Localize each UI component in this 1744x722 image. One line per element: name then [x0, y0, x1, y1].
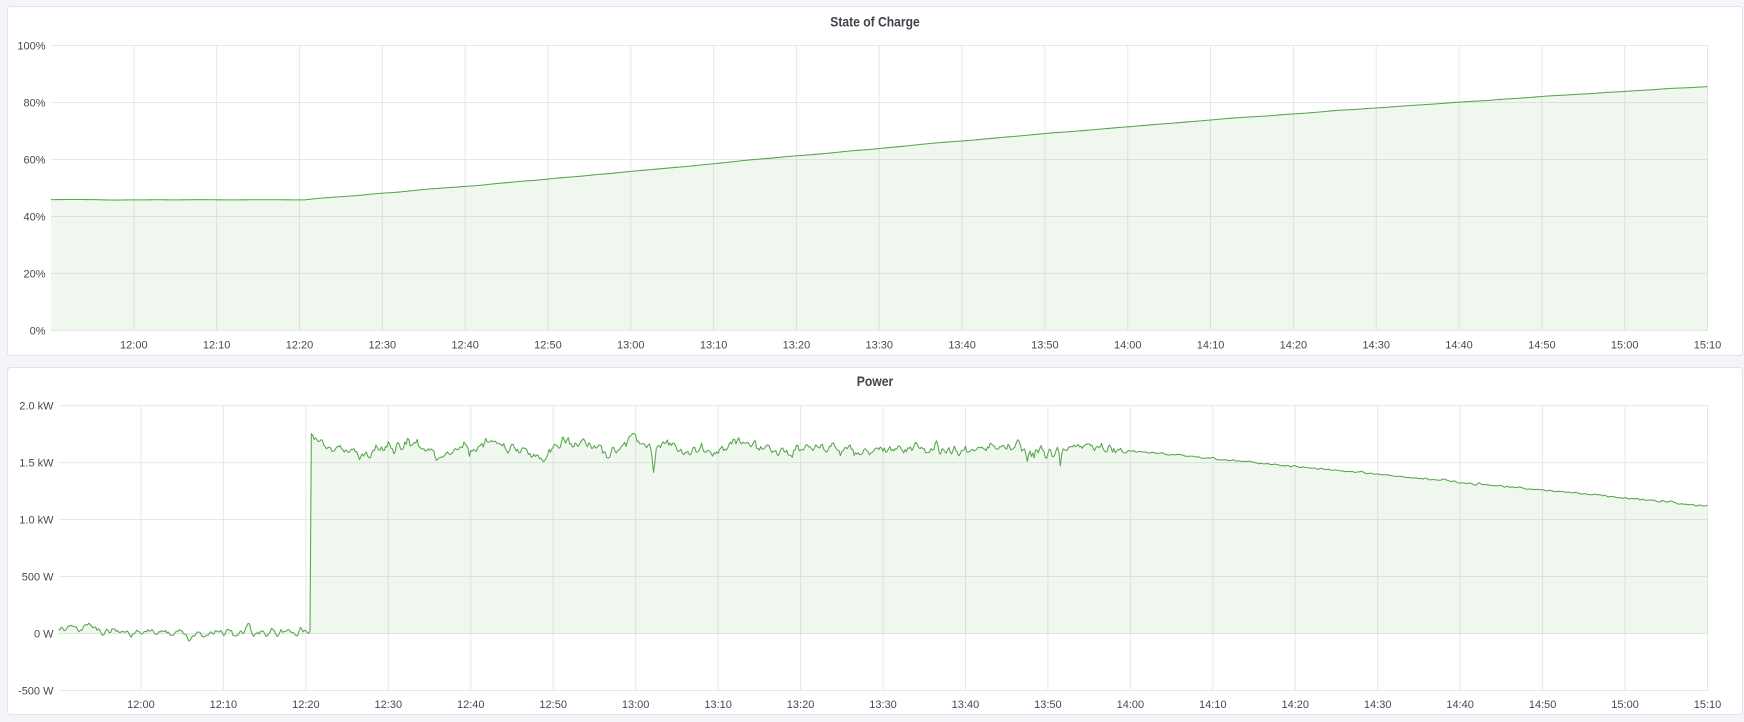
svg-text:15:00: 15:00: [1611, 340, 1639, 352]
svg-text:1.0 kW: 1.0 kW: [19, 515, 54, 527]
svg-text:14:00: 14:00: [1114, 340, 1142, 352]
svg-text:40%: 40%: [23, 211, 45, 223]
svg-text:14:10: 14:10: [1197, 340, 1225, 352]
svg-text:13:00: 13:00: [622, 699, 650, 711]
svg-text:13:40: 13:40: [952, 699, 980, 711]
svg-text:12:40: 12:40: [457, 699, 485, 711]
svg-text:100%: 100%: [17, 41, 45, 53]
svg-text:15:10: 15:10: [1694, 699, 1722, 711]
svg-text:14:30: 14:30: [1364, 699, 1392, 711]
svg-text:12:10: 12:10: [203, 340, 231, 352]
svg-text:13:10: 13:10: [700, 340, 728, 352]
svg-text:12:50: 12:50: [539, 699, 567, 711]
svg-text:14:20: 14:20: [1281, 699, 1309, 711]
svg-text:14:00: 14:00: [1117, 699, 1145, 711]
svg-text:15:10: 15:10: [1694, 340, 1722, 352]
svg-text:14:50: 14:50: [1528, 340, 1556, 352]
svg-text:14:20: 14:20: [1280, 340, 1308, 352]
svg-text:0%: 0%: [30, 325, 46, 337]
svg-text:State of Charge: State of Charge: [830, 13, 920, 29]
svg-text:14:50: 14:50: [1529, 699, 1557, 711]
svg-text:12:00: 12:00: [127, 699, 155, 711]
svg-text:2.0 kW: 2.0 kW: [19, 401, 54, 413]
svg-text:12:40: 12:40: [451, 340, 479, 352]
svg-text:14:40: 14:40: [1445, 340, 1473, 352]
svg-text:-500 W: -500 W: [18, 685, 54, 697]
svg-text:14:40: 14:40: [1446, 699, 1474, 711]
svg-text:80%: 80%: [23, 97, 45, 109]
svg-text:60%: 60%: [23, 154, 45, 166]
svg-text:13:30: 13:30: [865, 340, 893, 352]
svg-text:12:30: 12:30: [375, 699, 403, 711]
svg-text:12:00: 12:00: [120, 340, 148, 352]
svg-text:15:00: 15:00: [1611, 699, 1639, 711]
svg-text:Power: Power: [857, 373, 894, 389]
svg-text:0 W: 0 W: [34, 629, 54, 641]
svg-text:12:30: 12:30: [369, 340, 397, 352]
svg-text:12:20: 12:20: [286, 340, 314, 352]
svg-text:13:50: 13:50: [1031, 340, 1059, 352]
svg-text:13:20: 13:20: [787, 699, 815, 711]
svg-text:13:10: 13:10: [704, 699, 732, 711]
svg-text:12:10: 12:10: [210, 699, 238, 711]
svg-text:13:40: 13:40: [948, 340, 976, 352]
svg-text:13:30: 13:30: [869, 699, 897, 711]
svg-text:500 W: 500 W: [22, 572, 54, 584]
svg-text:12:20: 12:20: [292, 699, 320, 711]
svg-text:14:10: 14:10: [1199, 699, 1227, 711]
svg-text:13:00: 13:00: [617, 340, 645, 352]
svg-text:1.5 kW: 1.5 kW: [19, 458, 54, 470]
svg-text:14:30: 14:30: [1362, 340, 1390, 352]
svg-text:20%: 20%: [23, 268, 45, 280]
svg-text:12:50: 12:50: [534, 340, 562, 352]
svg-text:13:50: 13:50: [1034, 699, 1062, 711]
svg-text:13:20: 13:20: [783, 340, 811, 352]
